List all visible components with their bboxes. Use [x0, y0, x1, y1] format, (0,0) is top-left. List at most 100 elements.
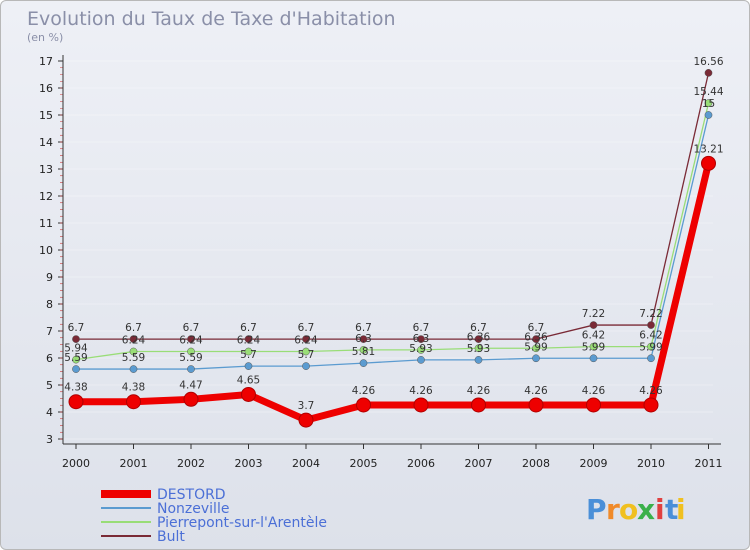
data-point	[417, 346, 425, 354]
data-label: 6.24	[179, 335, 203, 347]
data-point	[129, 365, 138, 373]
data-label: 4.65	[237, 374, 260, 386]
data-label: 5.81	[352, 346, 375, 358]
series-line	[76, 114, 710, 370]
data-point	[126, 394, 141, 410]
y-tick-label: 15	[39, 109, 53, 122]
logo-letter: P	[586, 493, 607, 526]
data-label: 4.26	[582, 385, 606, 397]
data-label: 13.21	[693, 143, 723, 155]
logo-letter: r	[606, 493, 620, 526]
data-point	[704, 69, 713, 77]
data-point	[187, 347, 195, 356]
data-label: 6.42	[639, 330, 662, 342]
data-label: 5.94	[64, 343, 88, 355]
data-label: 5.93	[467, 343, 490, 355]
series-line	[75, 102, 710, 361]
data-point	[183, 391, 199, 407]
data-label: 6.7	[355, 322, 372, 334]
logo-letter: x	[637, 493, 655, 526]
data-label: 6.7	[240, 322, 257, 334]
data-label: 6.7	[298, 322, 315, 334]
data-label: 5.99	[582, 341, 605, 353]
x-tick-label: 2008	[522, 457, 550, 470]
data-label: 5.93	[409, 343, 432, 355]
data-label: 5.59	[179, 352, 202, 364]
data-label: 4.26	[524, 385, 548, 397]
data-point	[471, 397, 486, 413]
data-point	[586, 397, 601, 413]
logo-letter: i	[676, 493, 686, 526]
data-point	[359, 346, 368, 354]
data-point	[643, 397, 659, 413]
logo-letter: i	[655, 493, 665, 526]
series-line	[76, 162, 712, 424]
data-label: 5.59	[64, 352, 87, 364]
data-point	[413, 397, 429, 413]
data-point	[589, 354, 598, 363]
data-label: 6.36	[524, 331, 548, 343]
data-point	[356, 397, 371, 413]
data-label: 4.26	[467, 385, 491, 397]
chart-title: Evolution du Taux de Taxe d'Habitation	[27, 8, 396, 30]
y-tick-label: 16	[39, 82, 53, 95]
x-tick-label: 2010	[637, 457, 665, 470]
data-label: 5.99	[639, 341, 662, 353]
data-point	[302, 335, 310, 343]
data-label: 6.7	[528, 322, 545, 334]
data-point	[417, 335, 425, 343]
x-tick-label: 2004	[292, 457, 320, 470]
data-label: 6.7	[413, 322, 430, 334]
y-tick-label: 9	[46, 271, 53, 284]
data-point	[474, 344, 483, 353]
data-label: 6.7	[470, 322, 487, 334]
data-label: 6.36	[467, 331, 491, 343]
chart-subtitle: (en %)	[27, 31, 63, 44]
legend-label: Nonzeville	[157, 501, 229, 517]
data-point	[298, 412, 314, 428]
data-label: 4.38	[122, 382, 145, 394]
x-tick-label: 2003	[235, 457, 263, 470]
chart-axes: 3 4 5 6 7 8 9 10 11 12 13 14 15 16 17 2000 2001 2002 2003 2…	[39, 55, 723, 470]
data-point	[532, 335, 540, 343]
y-tick-label: 4	[46, 406, 53, 419]
data-label: 6.24	[122, 335, 146, 347]
data-point	[701, 155, 716, 171]
data-point	[72, 355, 80, 364]
data-label: 7.22	[582, 308, 605, 320]
data-point	[704, 99, 713, 107]
data-point	[532, 354, 540, 363]
data-label: 16.56	[693, 56, 723, 68]
data-point	[187, 335, 195, 343]
data-label: 6.24	[237, 335, 261, 347]
data-label: 4.26	[409, 385, 433, 397]
data-label: 3.7	[298, 400, 315, 412]
logo-letter: t	[665, 493, 678, 526]
series-line	[76, 72, 710, 340]
data-point	[72, 365, 80, 373]
data-point	[244, 347, 253, 356]
data-label: 5.7	[240, 349, 257, 361]
data-label: 4.47	[179, 379, 202, 391]
data-point	[589, 321, 598, 329]
data-point	[647, 321, 655, 329]
data-point	[302, 347, 310, 356]
data-label: 6.3	[355, 333, 372, 345]
x-tick-label: 2005	[350, 457, 378, 470]
data-point	[589, 342, 598, 351]
x-tick-label: 2000	[62, 457, 90, 470]
x-tick-label: 2011	[695, 457, 723, 470]
data-point	[359, 359, 368, 367]
data-label: 4.26	[352, 385, 376, 397]
y-tick-label: 17	[39, 55, 53, 68]
data-point	[129, 335, 138, 343]
data-point	[244, 335, 253, 343]
y-tick-label: 8	[46, 298, 53, 311]
data-point	[302, 362, 310, 370]
x-tick-label: 2001	[120, 457, 148, 470]
data-point	[244, 362, 253, 370]
legend-label: Pierrepont-sur-l'Arentèle	[157, 515, 327, 531]
